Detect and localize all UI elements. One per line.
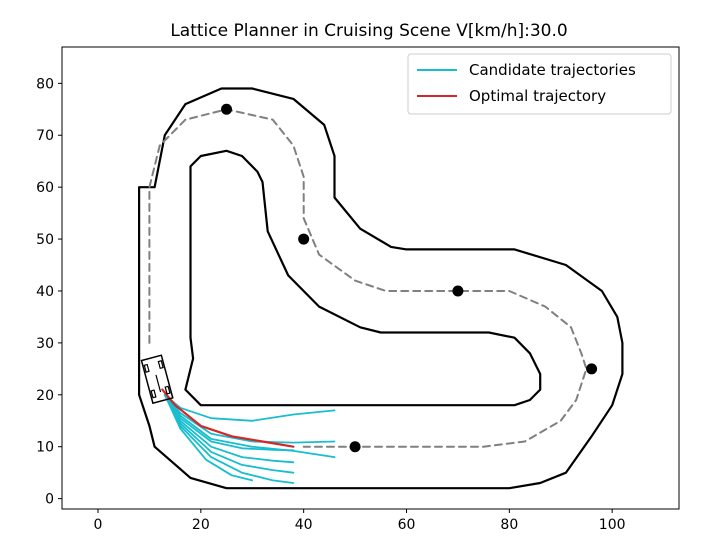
x-tick-label: 20: [192, 517, 210, 533]
candidate-line-0: [163, 393, 336, 422]
track-centerline: [148, 108, 588, 448]
legend-candidate-label: Candidate trajectories: [469, 61, 636, 79]
candidate-line-2: [163, 393, 336, 458]
candidate-line-4: [163, 393, 295, 464]
y-tick-label: 50: [36, 232, 54, 248]
x-tick-label: 0: [94, 517, 103, 533]
axes-frame: [61, 46, 680, 510]
x-tick-label: 80: [500, 517, 518, 533]
waypoint-marker-0: [221, 103, 233, 115]
y-tick-label: 80: [36, 76, 54, 92]
y-axis: 0 10 20 30 40 50 60 70 80: [36, 76, 62, 508]
legend-frame: [407, 53, 672, 115]
centerline-line-0: [148, 108, 588, 448]
x-tick-label: 60: [398, 517, 416, 533]
candidate-line-3: [163, 393, 295, 452]
vehicle-wheel-0: [157, 360, 164, 370]
waypoint-marker-3: [586, 363, 598, 375]
vehicle-wheel-3: [150, 389, 157, 399]
boundary-line-1: [184, 149, 542, 407]
y-tick-label: 30: [36, 336, 54, 352]
chart-title: Lattice Planner in Cruising Scene V[km/h…: [170, 21, 567, 41]
waypoint-marker-1: [298, 233, 310, 245]
legend: Candidate trajectories Optimal trajector…: [407, 53, 672, 115]
candidate-line-7: [163, 393, 254, 482]
y-tick-label: 70: [36, 128, 54, 144]
legend-optimal-label: Optimal trajectory: [469, 87, 606, 105]
y-tick-label: 10: [36, 440, 54, 456]
y-tick-label: 0: [45, 492, 54, 508]
vehicle-wheel-2: [143, 363, 150, 373]
boundary-line-0: [138, 87, 624, 490]
y-tick-label: 60: [36, 180, 54, 196]
candidate-line-5: [163, 393, 295, 474]
vehicle-heading-arrow: [155, 374, 162, 393]
plot-area: [138, 87, 624, 490]
candidate-line-6: [163, 393, 295, 484]
waypoint-marker-2: [452, 285, 464, 297]
vehicle: [140, 354, 174, 405]
optimal-trajectory: [161, 388, 295, 448]
candidate-line-1: [163, 393, 336, 444]
optimal-line-0: [161, 388, 295, 448]
y-tick-label: 20: [36, 388, 54, 404]
vehicle-outline: [140, 354, 174, 405]
x-tick-label: 40: [295, 517, 313, 533]
waypoint-marker-4: [349, 441, 361, 453]
vehicle-wheel-1: [164, 385, 171, 395]
candidate-trajectories: [163, 393, 336, 484]
x-tick-label: 100: [599, 517, 626, 533]
x-axis: 0 20 40 60 80 100: [94, 509, 626, 533]
track-boundaries: [138, 87, 624, 490]
waypoints: [221, 103, 598, 453]
vehicle-body: [140, 354, 174, 405]
y-tick-label: 40: [36, 284, 54, 300]
